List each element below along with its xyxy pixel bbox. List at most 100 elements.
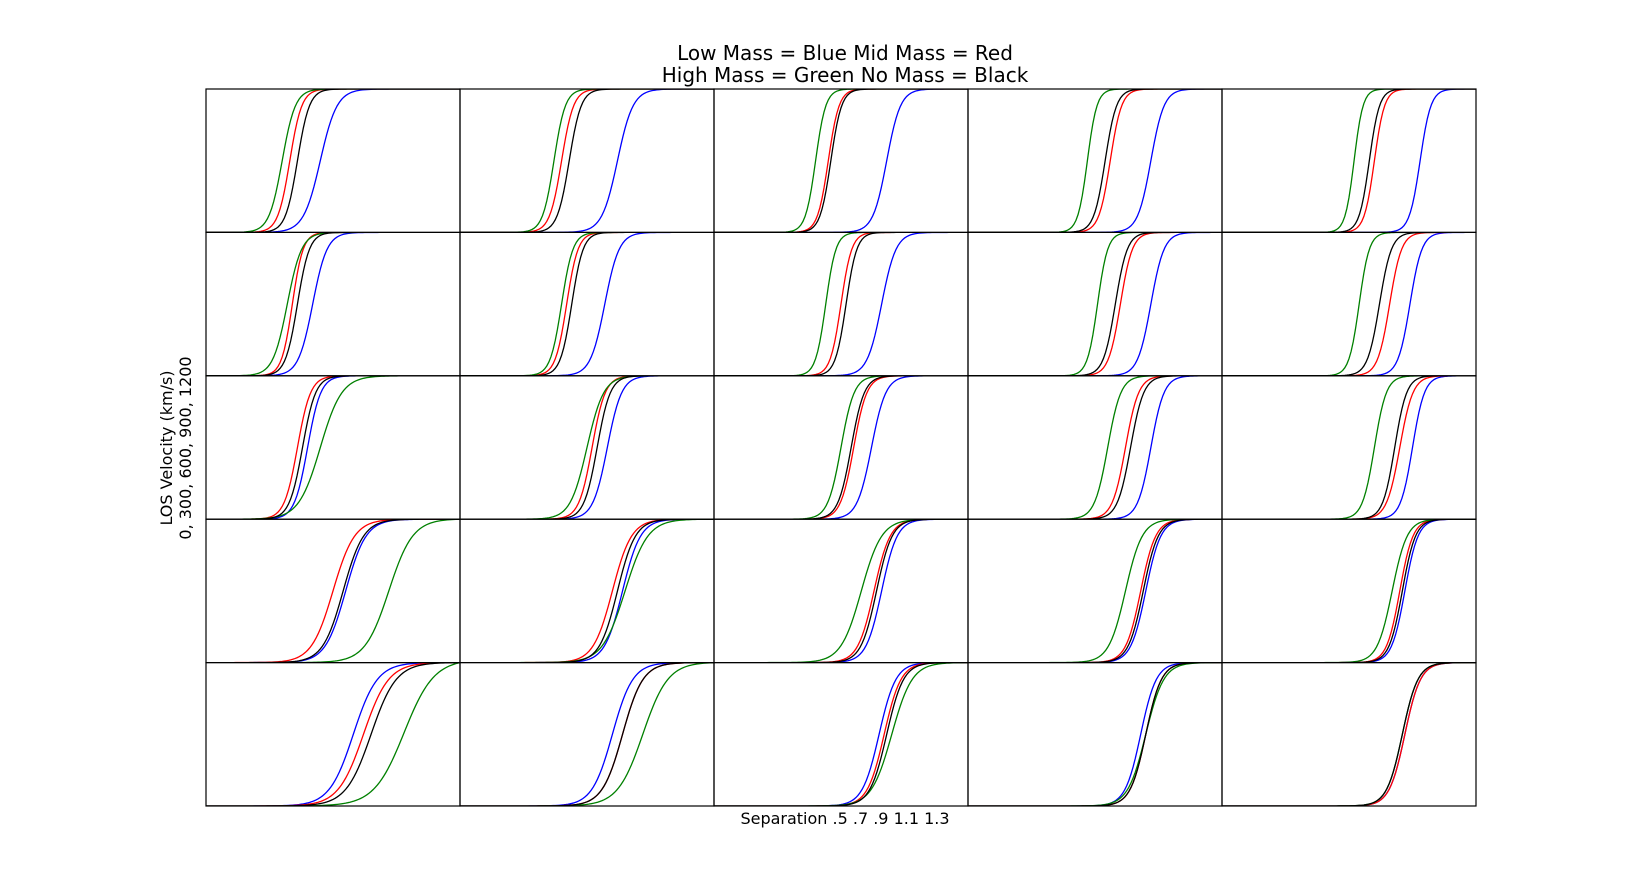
panel-r4-c2 — [713, 661, 969, 807]
none-mass-curve-r4-c3 — [968, 662, 1222, 806]
low-mass-curve-r3-c2 — [714, 519, 968, 663]
panel-r1-c1 — [459, 231, 715, 377]
panel-frame-r0-c1 — [459, 88, 715, 233]
panel-r2-c0 — [205, 375, 461, 520]
panel-r2-c1 — [459, 375, 715, 520]
none-mass-curve-r2-c4 — [1222, 375, 1476, 520]
mid-mass-curve-r4-c1 — [460, 662, 714, 806]
high-mass-curve-r0-c4 — [1222, 89, 1476, 233]
panel-r4-c4 — [1221, 661, 1477, 807]
panel-r0-c2 — [713, 88, 969, 233]
panel-r1-c4 — [1221, 231, 1477, 377]
low-mass-curve-r2-c3 — [968, 375, 1222, 520]
panel-r2-c3 — [967, 375, 1223, 520]
panel-frame-r0-c2 — [713, 88, 969, 233]
panel-frame-r3-c3 — [967, 518, 1223, 664]
panel-frame-r1-c1 — [459, 231, 715, 377]
none-mass-curve-r1-c3 — [968, 232, 1222, 376]
high-mass-curve-r4-c1 — [460, 662, 714, 806]
mid-mass-curve-r1-c3 — [968, 232, 1222, 376]
none-mass-curve-r4-c2 — [714, 662, 968, 806]
panel-frame-r3-c1 — [459, 518, 715, 664]
mid-mass-curve-r3-c4 — [1222, 519, 1476, 663]
panel-frame-r4-c3 — [967, 661, 1223, 807]
panel-r4-c0 — [205, 661, 461, 807]
high-mass-curve-r4-c2 — [714, 662, 968, 806]
panel-frame-r1-c0 — [205, 231, 461, 377]
high-mass-curve-r2-c4 — [1222, 375, 1476, 520]
high-mass-curve-r1-c1 — [460, 232, 714, 376]
none-mass-curve-r0-c4 — [1222, 89, 1476, 233]
none-mass-curve-r3-c2 — [714, 519, 968, 663]
panel-r2-c4 — [1221, 375, 1477, 520]
panel-r3-c1 — [459, 518, 715, 664]
high-mass-curve-r2-c3 — [968, 375, 1222, 520]
low-mass-curve-r4-c0 — [206, 662, 460, 806]
high-mass-curve-r1-c4 — [1222, 232, 1476, 376]
high-mass-curve-r1-c3 — [968, 232, 1222, 376]
low-mass-curve-r0-c2 — [714, 89, 968, 233]
low-mass-curve-r0-c1 — [460, 89, 714, 233]
high-mass-curve-r2-c2 — [714, 375, 968, 520]
high-mass-curve-r1-c0 — [206, 232, 460, 376]
mid-mass-curve-r0-c2 — [714, 89, 968, 233]
low-mass-curve-r1-c4 — [1222, 232, 1476, 376]
low-mass-curve-r2-c4 — [1222, 375, 1476, 520]
mid-mass-curve-r0-c0 — [206, 89, 460, 233]
none-mass-curve-r0-c3 — [968, 89, 1222, 233]
low-mass-curve-r1-c1 — [460, 232, 714, 376]
mid-mass-curve-r3-c3 — [968, 519, 1222, 663]
panel-r0-c0 — [205, 88, 461, 233]
mid-mass-curve-r1-c2 — [714, 232, 968, 376]
none-mass-curve-r0-c1 — [460, 89, 714, 233]
panel-r0-c3 — [967, 88, 1223, 233]
mid-mass-curve-r4-c3 — [968, 662, 1222, 806]
high-mass-curve-r4-c0 — [206, 662, 460, 806]
panel-r2-c2 — [713, 375, 969, 520]
mid-mass-curve-r3-c1 — [460, 519, 714, 663]
x-axis-label: Separation .5 .7 .9 1.1 1.3 — [740, 809, 949, 828]
mid-mass-curve-r4-c2 — [714, 662, 968, 806]
panel-frame-r1-c4 — [1221, 231, 1477, 377]
panel-r3-c2 — [713, 518, 969, 664]
none-mass-curve-r3-c4 — [1222, 519, 1476, 663]
high-mass-curve-r4-c3 — [968, 662, 1222, 806]
high-mass-curve-r0-c3 — [968, 89, 1222, 233]
none-mass-curve-r0-c0 — [206, 89, 460, 233]
panel-r3-c0 — [205, 518, 461, 664]
high-mass-curve-r3-c3 — [968, 519, 1222, 663]
low-mass-curve-r0-c4 — [1222, 89, 1476, 233]
panel-frame-r1-c3 — [967, 231, 1223, 377]
mid-mass-curve-r0-c3 — [968, 89, 1222, 233]
title-line-1: Low Mass = Blue Mid Mass = Red — [677, 41, 1013, 65]
high-mass-curve-r3-c2 — [714, 519, 968, 663]
y-axis-label-group: LOS Velocity (km/s) 0, 300, 600, 900, 12… — [157, 356, 195, 539]
high-mass-curve-r2-c0 — [206, 375, 460, 520]
high-mass-curve-r3-c1 — [460, 519, 714, 663]
low-mass-curve-r2-c0 — [206, 375, 460, 520]
mid-mass-curve-r2-c0 — [206, 375, 460, 520]
panel-r1-c0 — [205, 231, 461, 377]
low-mass-curve-r4-c1 — [460, 662, 714, 806]
high-mass-curve-r2-c1 — [460, 375, 714, 520]
panel-r0-c4 — [1221, 88, 1477, 233]
y-axis-label-line-1: LOS Velocity (km/s) — [157, 370, 176, 525]
panel-frame-r0-c0 — [205, 88, 461, 233]
panel-frame-r0-c4 — [1221, 88, 1477, 233]
low-mass-curve-r4-c3 — [968, 662, 1222, 806]
low-mass-curve-r4-c4 — [1222, 662, 1476, 806]
high-mass-curve-r4-c4 — [1222, 662, 1476, 806]
low-mass-curve-r0-c0 — [206, 89, 460, 233]
title-line-2: High Mass = Green No Mass = Black — [662, 63, 1029, 87]
mid-mass-curve-r1-c4 — [1222, 232, 1476, 376]
mid-mass-curve-r4-c4 — [1222, 662, 1476, 806]
low-mass-curve-r3-c1 — [460, 519, 714, 663]
low-mass-curve-r3-c4 — [1222, 519, 1476, 663]
mid-mass-curve-r1-c0 — [206, 232, 460, 376]
none-mass-curve-r2-c0 — [206, 375, 460, 520]
panel-frame-r4-c1 — [459, 661, 715, 807]
none-mass-curve-r3-c1 — [460, 519, 714, 663]
mid-mass-curve-r2-c3 — [968, 375, 1222, 520]
none-mass-curve-r0-c2 — [714, 89, 968, 233]
